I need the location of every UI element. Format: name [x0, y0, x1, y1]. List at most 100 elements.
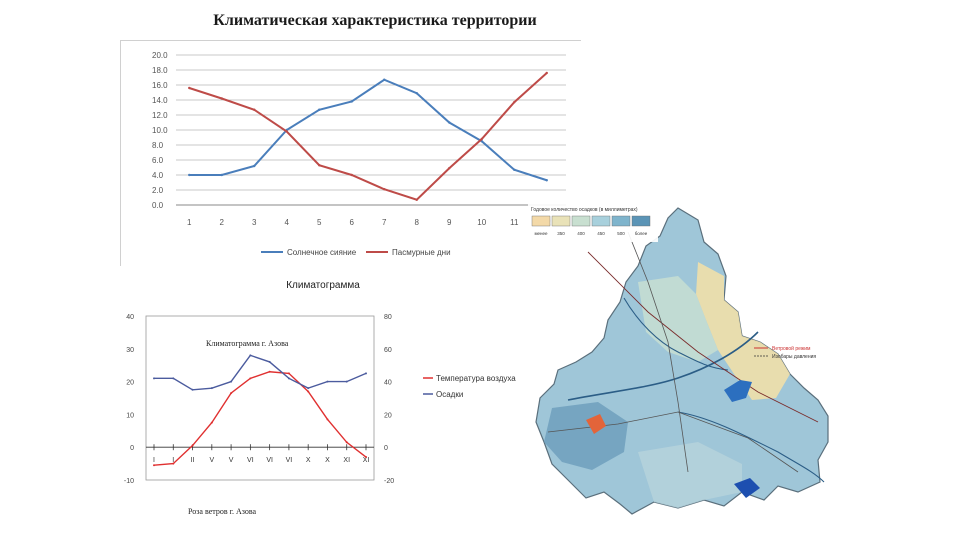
sunshine-overcast-chart: 0.0 2.0 4.0 6.0 8.0 10.0 12.0 14.0 16.0 18.0 20.0 1…	[120, 40, 581, 266]
x-tick-label: XI	[363, 457, 370, 464]
right-tick-label: 80	[384, 314, 392, 321]
climatogram-point-1	[172, 377, 175, 380]
map-legend-isobar: Изобары давления	[772, 354, 816, 360]
right-tick-label: 60	[384, 347, 392, 354]
series-point-1	[350, 173, 353, 177]
series-point-1	[415, 198, 418, 201]
climatogram-point-0	[191, 444, 194, 447]
climatogram-point-1	[249, 354, 252, 357]
climatogram-point-0	[210, 421, 213, 424]
climatogram-line-1	[154, 354, 367, 391]
series-point-1	[285, 130, 288, 133]
climatogram-legend-label-1: Осадки	[436, 390, 463, 399]
x-tick-label: 4	[285, 218, 290, 227]
right-tick-label: 20	[384, 412, 392, 419]
x-tick-label: I	[172, 457, 174, 464]
series-point-0	[448, 121, 451, 124]
y-tick-label: 0.0	[152, 201, 164, 210]
y-tick-label: 4.0	[152, 171, 164, 180]
map-legend-class-label: менее	[534, 231, 548, 236]
x-tick-label: I	[153, 457, 155, 464]
map-legend-swatch	[611, 215, 631, 227]
map-lake-manych	[734, 478, 760, 498]
x-tick-label: 7	[382, 218, 387, 227]
climatogram-subtitle: Климатограмма г. Азова	[206, 339, 289, 348]
climatogram-point-0	[153, 464, 155, 467]
map-legend-swatch	[551, 215, 571, 227]
x-tick-label: X	[325, 457, 330, 464]
series-point-1	[383, 188, 386, 191]
x-tick-label: 11	[510, 218, 519, 227]
climatogram-point-0	[172, 462, 175, 465]
map-railway-2	[627, 231, 689, 473]
climatogram-point-0	[345, 441, 348, 444]
map-legend-swatch	[571, 215, 591, 227]
x-tick-label: X	[306, 457, 311, 464]
series-point-1	[253, 108, 256, 111]
x-tick-label: V	[209, 457, 214, 464]
map-legend-class-label: 500	[617, 231, 625, 236]
series-point-0	[318, 108, 321, 111]
sunshine-overcast-svg: 0.0 2.0 4.0 6.0 8.0 10.0 12.0 14.0 16.0 18.0 20.0 1…	[152, 51, 566, 257]
y-tick-label: 10.0	[152, 126, 168, 135]
x-tick-label: II	[191, 457, 195, 464]
climatogram-point-0	[230, 392, 233, 395]
map-legend-wind: Ветровой режим	[772, 345, 811, 352]
climatogram-chart: Климатограмма -10 0 10 20 30 40 -20 0 20 40 60 80 I I I…	[118, 274, 538, 526]
series-point-1	[220, 97, 223, 100]
map-legend-title: Годовое количество осадков (в миллиметра…	[531, 207, 638, 213]
series-point-0	[545, 179, 548, 182]
series-point-0	[513, 168, 516, 171]
map-legend-swatch	[591, 215, 611, 227]
map-reservoir	[724, 380, 752, 402]
y-tick-label: 18.0	[152, 66, 168, 75]
climatogram-point-1	[326, 380, 329, 383]
climatogram-title: Климатограмма	[286, 280, 360, 291]
y-tick-label: 12.0	[152, 111, 168, 120]
x-tick-label: 8	[415, 218, 420, 227]
series-point-0	[253, 164, 256, 168]
x-tick-label: VI	[247, 457, 254, 464]
climatogram-point-0	[365, 456, 367, 459]
series-point-0	[350, 100, 353, 103]
map-legend-swatches: менее 350 400 450 500 более	[531, 215, 651, 236]
right-tick-label: 40	[384, 380, 392, 387]
x-tick-label: XI	[343, 457, 350, 464]
map-legend-swatch	[531, 215, 551, 227]
map-south-zone	[638, 442, 742, 508]
climatogram-point-1	[153, 377, 155, 380]
series-line-0	[189, 78, 548, 182]
climatogram-point-1	[307, 387, 310, 390]
left-tick-label: 10	[126, 412, 134, 419]
map-city-rostov	[586, 414, 606, 434]
series-point-1	[188, 86, 191, 90]
map-legend-class-label: более	[635, 231, 648, 236]
climatogram-point-1	[345, 380, 348, 383]
map-legend-class-label: 400	[577, 231, 585, 236]
left-tick-label: -10	[124, 478, 134, 485]
map-dry-zone	[696, 262, 790, 400]
climatogram-point-0	[326, 418, 329, 421]
map-legend-class-label: 450	[597, 231, 605, 236]
map-river-manych	[677, 411, 825, 483]
series-point-1	[513, 101, 516, 104]
series-point-1	[318, 164, 321, 167]
x-tick-label: 10	[477, 218, 486, 227]
climatogram-legend-label-0: Температура воздуха	[436, 374, 516, 383]
x-tick-label: V	[229, 457, 234, 464]
climatogram-point-1	[191, 388, 194, 391]
map-railway-1	[587, 251, 819, 423]
series-line-1	[188, 72, 548, 201]
climatogram-point-1	[210, 387, 213, 390]
y-tick-label: 20.0	[152, 51, 168, 60]
right-tick-label: 0	[384, 445, 388, 452]
map-river-donets	[623, 297, 729, 371]
y-tick-label: 8.0	[152, 141, 164, 150]
climatogram-point-0	[307, 390, 310, 393]
left-tick-label: 20	[126, 380, 134, 387]
climatogram-point-1	[268, 360, 271, 363]
x-tick-label: 3	[252, 218, 257, 227]
series-point-1	[448, 167, 451, 170]
map-mid-zone	[638, 276, 718, 362]
map-legend-swatch	[631, 215, 651, 227]
